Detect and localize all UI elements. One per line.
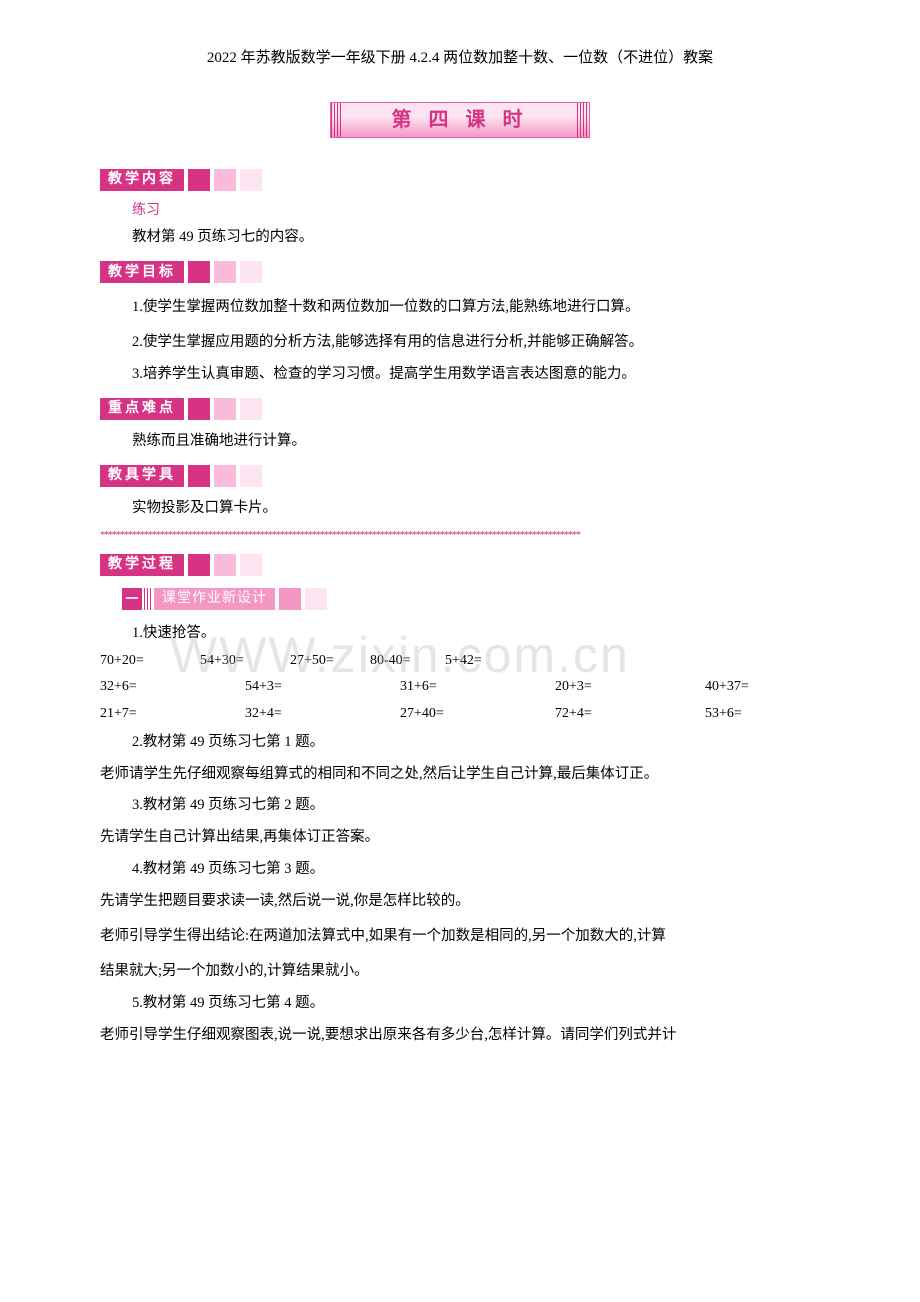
subsection-blocks <box>275 588 327 610</box>
exercise-4: 4.教材第 49 页练习七第 3 题。 <box>132 855 820 884</box>
section-header-content: 教学内容 <box>100 168 820 192</box>
exercise-3: 3.教材第 49 页练习七第 2 题。 <box>132 791 820 820</box>
subsection-number: 一 <box>122 588 142 610</box>
star-separator: ****************************************… <box>100 527 820 545</box>
goal-item-3: 3.培养学生认真审题、检查的学习习惯。提高学生用数学语言表达图意的能力。 <box>132 360 820 389</box>
section-blocks <box>184 398 262 420</box>
exercise-5: 5.教材第 49 页练习七第 4 题。 <box>132 989 820 1018</box>
section-label: 教学目标 <box>100 261 184 283</box>
section-label: 教学过程 <box>100 554 184 576</box>
section-header-keypoints: 重点难点 <box>100 397 820 421</box>
section-label: 教学内容 <box>100 169 184 191</box>
math-row-1: 70+20= 54+30= 27+50= 80-40= 5+42= <box>100 648 820 675</box>
lesson-banner: 第 四 课 时 <box>330 102 590 138</box>
exercise-5-text: 老师引导学生仔细观察图表,说一说,要想求出原来各有多少台,怎样计算。请同学们列式… <box>100 1018 820 1053</box>
math-row-2: 32+6= 54+3= 31+6= 20+3= 40+37= <box>100 674 820 701</box>
section-header-tools: 教具学具 <box>100 464 820 488</box>
section-header-goals: 教学目标 <box>100 260 820 284</box>
document-title: 2022 年苏教版数学一年级下册 4.2.4 两位数加整十数、一位数（不进位）教… <box>100 45 820 72</box>
section-header-process: 教学过程 <box>100 553 820 577</box>
goal-item-1: 1.使学生掌握两位数加整十数和两位数加一位数的口算方法,能熟练地进行口算。 <box>132 290 820 325</box>
exercise-3-text: 先请学生自己计算出结果,再集体订正答案。 <box>100 820 820 855</box>
exercise-4-text1: 先请学生把题目要求读一读,然后说一说,你是怎样比较的。 <box>100 884 820 919</box>
subsection-label: 课堂作业新设计 <box>154 588 275 610</box>
goal-item-2: 2.使学生掌握应用题的分析方法,能够选择有用的信息进行分析,并能够正确解答。 <box>132 325 820 360</box>
subsection-header: 一 课堂作业新设计 <box>122 587 820 611</box>
content-sub-label: 练习 <box>132 198 820 223</box>
exercise-2-text: 老师请学生先仔细观察每组算式的相同和不同之处,然后让学生自己计算,最后集体订正。 <box>100 757 820 792</box>
section-blocks <box>184 465 262 487</box>
section-blocks <box>184 169 262 191</box>
section-blocks <box>184 554 262 576</box>
tools-text: 实物投影及口算卡片。 <box>132 494 820 523</box>
exercise-4-text3: 结果就大;另一个加数小的,计算结果就小。 <box>100 954 820 989</box>
section-label: 教具学具 <box>100 465 184 487</box>
exercise-2: 2.教材第 49 页练习七第 1 题。 <box>132 728 820 757</box>
exercise-4-text2: 老师引导学生得出结论:在两道加法算式中,如果有一个加数是相同的,另一个加数大的,… <box>100 919 820 954</box>
exercise-1: 1.快速抢答。 <box>132 619 820 648</box>
content-text: 教材第 49 页练习七的内容。 <box>132 223 820 252</box>
section-label: 重点难点 <box>100 398 184 420</box>
lesson-banner-text: 第 四 课 时 <box>392 102 529 138</box>
keypoints-text: 熟练而且准确地进行计算。 <box>132 427 820 456</box>
section-blocks <box>184 261 262 283</box>
math-row-3: 21+7= 32+4= 27+40= 72+4= 53+6= <box>100 701 820 728</box>
